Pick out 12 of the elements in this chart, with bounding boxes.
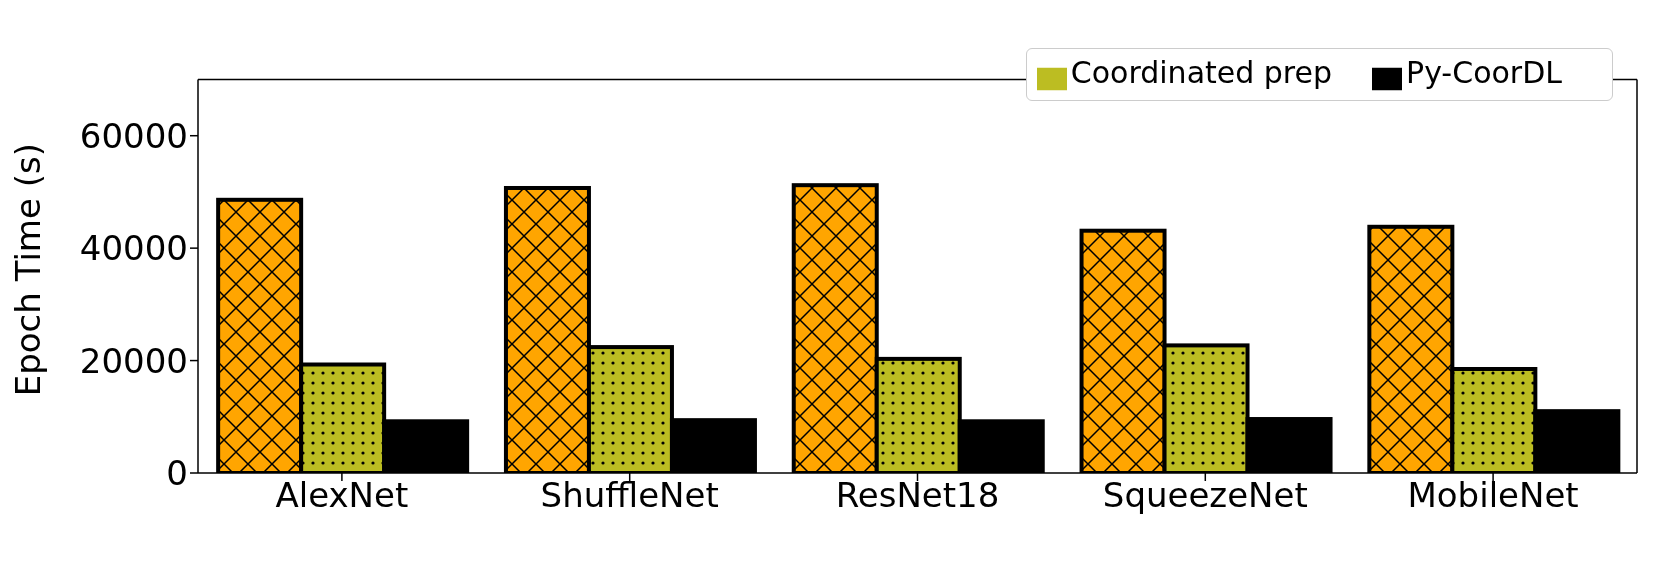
x-tick-label: SqueezeNet	[1102, 475, 1308, 516]
x-tick-label: ShuffleNet	[540, 475, 719, 516]
legend-label: Py-CoorDL	[1406, 55, 1562, 90]
legend-label: Coordinated prep	[1070, 55, 1333, 90]
y-axis-title: Epoch Time (s)	[8, 143, 49, 397]
x-tick-label: ResNet18	[835, 475, 1000, 516]
y-tick-label: 20000	[79, 340, 188, 381]
x-tick-label: MobileNet	[1407, 475, 1579, 516]
y-tick-label: 60000	[79, 115, 188, 156]
x-tick-label: AlexNet	[275, 475, 409, 516]
y-tick-label: 0	[166, 453, 188, 494]
y-tick-label: 40000	[79, 228, 188, 269]
